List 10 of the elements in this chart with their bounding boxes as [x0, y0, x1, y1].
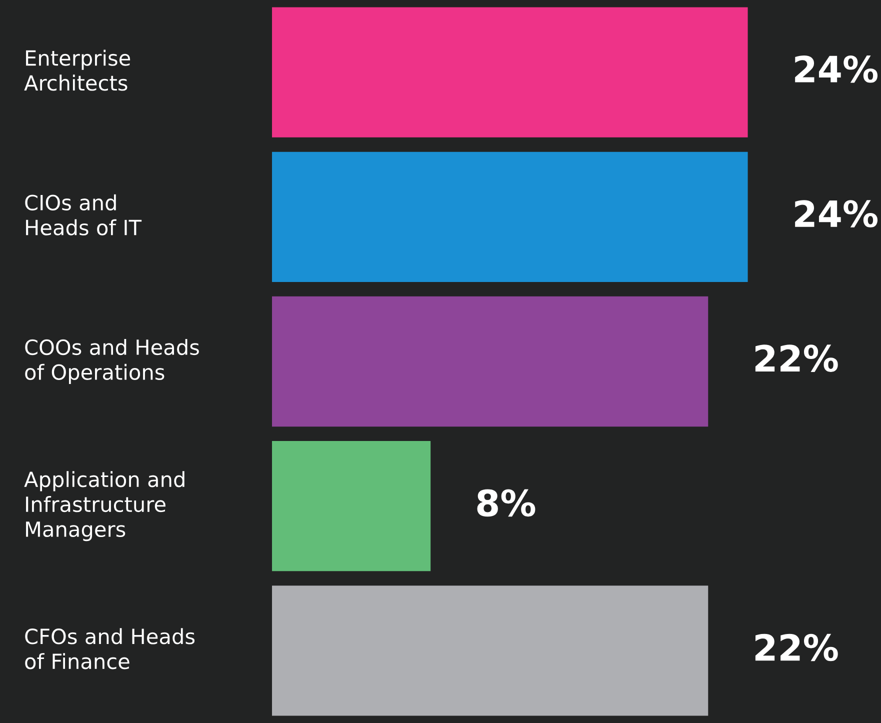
- y-tick-label: Application and Infrastructure Managers: [24, 471, 184, 542]
- y-tick-label: Enterprise Architects: [24, 50, 130, 91]
- data-label: 8%: [477, 489, 536, 517]
- data-label: 22%: [755, 344, 838, 372]
- y-tick-label: COOs and Heads of Operations: [25, 338, 199, 384]
- data-label: 24%: [795, 200, 878, 228]
- data-label: 22%: [755, 634, 838, 662]
- y-tick-label: CIOs and Heads of IT: [25, 194, 142, 236]
- data-label: 24%: [795, 55, 878, 83]
- y-tick-label: CFOs and Heads of Finance: [25, 628, 195, 670]
